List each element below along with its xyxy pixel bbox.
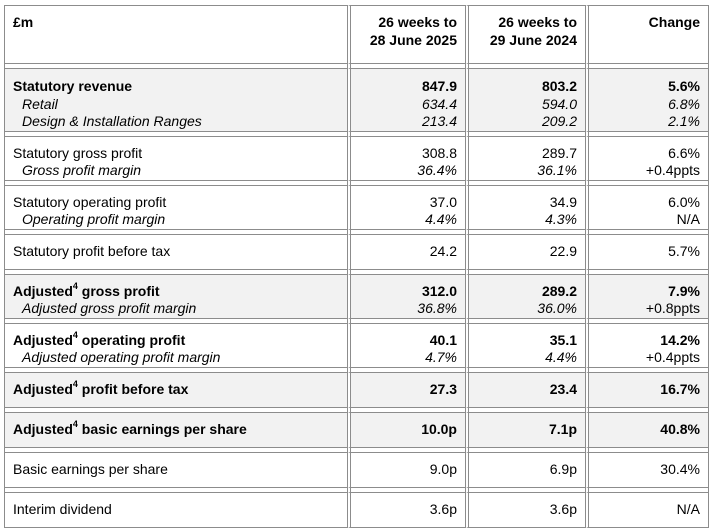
header-period-2025-line1: 26 weeks to (378, 14, 457, 30)
value-change: 16.7% (586, 372, 709, 408)
value-2024: 289.7 (541, 144, 577, 161)
row-label: Statutory revenue (13, 78, 133, 94)
value-2024: 22.9 (466, 234, 586, 270)
value-change: +0.8ppts (645, 300, 700, 316)
value-2025: 27.3 (348, 372, 466, 408)
value-2024: 209.2 (541, 113, 577, 129)
row-label: Adjusted4 profit before tax (4, 372, 348, 408)
value-2025: 9.0p (348, 452, 466, 488)
value-change: 2.1% (668, 113, 700, 129)
row-label: Adjusted4 gross profit (13, 280, 160, 299)
value-2025: 4.7% (425, 349, 457, 365)
row-label: Adjusted4 operating profit (13, 329, 186, 348)
value-2024: 23.4 (466, 372, 586, 408)
value-change: 5.6% (668, 78, 700, 94)
value-change: +0.4ppts (645, 349, 700, 365)
row-label: Statutory operating profit (13, 193, 167, 210)
table-row-interim-dividend: Interim dividend 3.6p 3.6p N/A (4, 492, 709, 528)
table-row-adjusted-gross-profit: Adjusted4 gross profit Adjusted gross pr… (4, 274, 709, 319)
value-2025: 40.1 (429, 331, 457, 348)
value-change: 6.0% (668, 193, 700, 210)
table-row-adjusted-eps: Adjusted4 basic earnings per share 10.0p… (4, 412, 709, 448)
header-period-2024-line2: 29 June 2024 (489, 31, 577, 48)
value-change: 7.9% (668, 282, 700, 299)
value-2024: 4.4% (545, 349, 577, 365)
header-period-2024: 26 weeks to 29 June 2024 (466, 5, 586, 64)
value-change: 30.4% (586, 452, 709, 488)
value-2025: 847.9 (421, 78, 457, 94)
sub-label: Adjusted gross profit margin (22, 300, 197, 316)
value-change: 40.8% (586, 412, 709, 448)
header-period-2024-line1: 26 weeks to (498, 14, 577, 30)
table-row-adjusted-operating-profit: Adjusted4 operating profit Adjusted oper… (4, 323, 709, 368)
header-period-2025-line2: 28 June 2025 (369, 31, 457, 48)
value-2025: 10.0p (348, 412, 466, 448)
value-change: 6.6% (668, 144, 700, 161)
value-2025: 634.4 (421, 95, 457, 112)
table-row-statutory-operating-profit: Statutory operating profit Operating pro… (4, 185, 709, 230)
value-2025: 213.4 (421, 113, 457, 129)
sub-label: Adjusted operating profit margin (22, 349, 221, 365)
sub-label: Gross profit margin (22, 162, 142, 178)
table-row-statutory-revenue: Statutory revenue Retail Design & Instal… (4, 69, 709, 132)
row-label: Basic earnings per share (4, 452, 348, 488)
sub-label: Operating profit margin (22, 211, 166, 227)
value-change: +0.4ppts (645, 162, 700, 178)
value-2025: 36.4% (417, 162, 457, 178)
sub-label-retail: Retail (22, 95, 58, 112)
footnote-ref: 4 (72, 329, 78, 340)
row-label: Statutory profit before tax (4, 234, 348, 270)
footnote-ref: 4 (72, 418, 78, 429)
value-2024: 36.1% (537, 162, 577, 178)
value-2024: 36.0% (537, 300, 577, 316)
value-change: 6.8% (668, 95, 700, 112)
header-change: Change (586, 5, 709, 64)
value-2025: 308.8 (421, 144, 457, 161)
value-change: 14.2% (660, 331, 700, 348)
table-row-statutory-pbt: Statutory profit before tax 24.2 22.9 5.… (4, 234, 709, 270)
value-change: N/A (586, 492, 709, 528)
value-2024: 6.9p (466, 452, 586, 488)
value-2024: 7.1p (466, 412, 586, 448)
value-2024: 594.0 (541, 95, 577, 112)
footnote-ref: 4 (72, 280, 78, 291)
value-2024: 34.9 (549, 193, 577, 210)
value-2025: 3.6p (348, 492, 466, 528)
row-label: Statutory gross profit (13, 144, 143, 161)
value-2024: 289.2 (541, 282, 577, 299)
value-2024: 3.6p (466, 492, 586, 528)
value-change: N/A (676, 211, 700, 227)
value-2025: 312.0 (421, 282, 457, 299)
table-row-statutory-gross-profit: Statutory gross profit Gross profit marg… (4, 136, 709, 181)
value-2025: 4.4% (425, 211, 457, 227)
footnote-ref: 4 (72, 378, 78, 389)
header-period-2025: 26 weeks to 28 June 2025 (348, 5, 466, 64)
value-2024: 35.1 (549, 331, 577, 348)
value-change: 5.7% (586, 234, 709, 270)
value-2025: 24.2 (348, 234, 466, 270)
value-2024: 4.3% (545, 211, 577, 227)
header-currency: £m (4, 5, 348, 64)
table-row-basic-eps: Basic earnings per share 9.0p 6.9p 30.4% (4, 452, 709, 488)
value-2025: 37.0 (429, 193, 457, 210)
financial-summary-table: £m 26 weeks to 28 June 2025 26 weeks to … (4, 5, 709, 528)
row-label: Interim dividend (4, 492, 348, 528)
table-row-adjusted-pbt: Adjusted4 profit before tax 27.3 23.4 16… (4, 372, 709, 408)
sub-label-design-installation: Design & Installation Ranges (22, 113, 202, 129)
value-2024: 803.2 (541, 78, 577, 94)
header-row: £m 26 weeks to 28 June 2025 26 weeks to … (4, 5, 709, 64)
row-label: Adjusted4 basic earnings per share (4, 412, 348, 448)
value-2025: 36.8% (417, 300, 457, 316)
